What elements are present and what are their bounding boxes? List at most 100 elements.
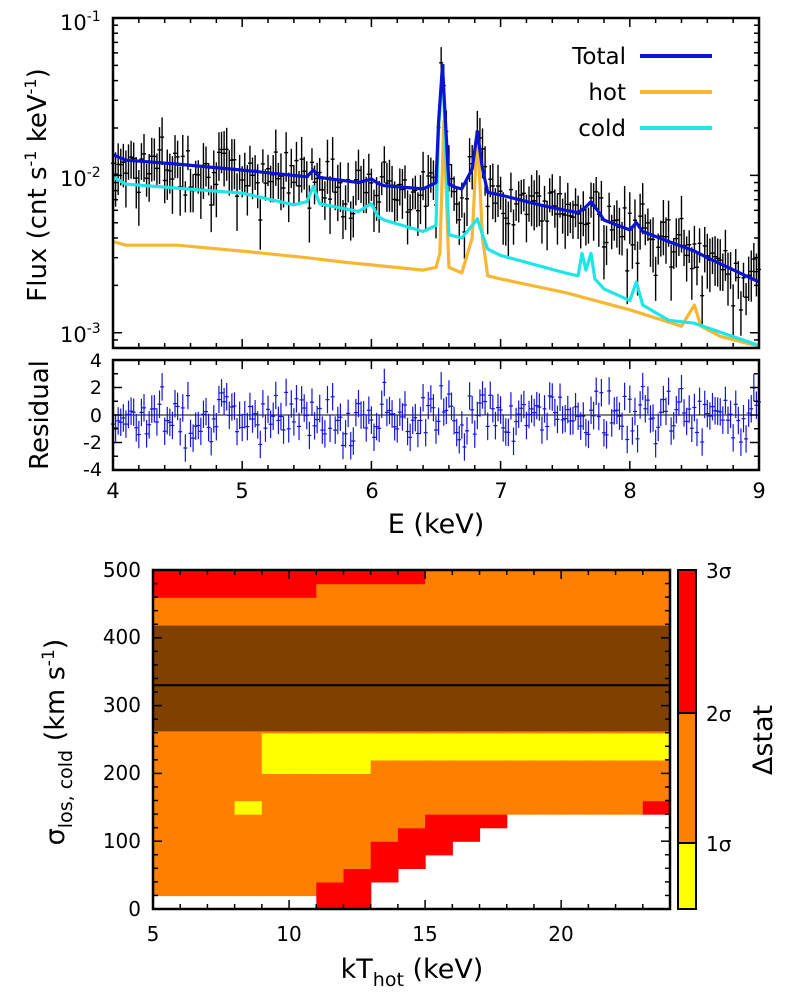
confidence-cell [343,881,372,897]
confidence-cell [153,868,181,883]
confidence-cell [397,759,426,774]
confidence-cell [588,800,617,815]
confidence-cell [615,746,644,761]
confidence-panel: 0 100 200 300 400 500 5 10 15 20 kThot (… [39,558,779,991]
colorbar-level-3 [678,570,696,713]
confidence-cell [588,732,617,747]
confidence-cell [561,787,589,802]
confidence-cell [506,787,535,802]
confidence-cell [506,759,535,774]
confidence-cell [452,773,481,788]
confidence-cell [289,854,317,869]
confidence-cell [370,583,399,598]
confidence-cell [207,814,236,829]
confidence-cell [642,732,671,747]
model-line-total [112,63,760,284]
confidence-cell [506,732,535,747]
confidence-cell [642,570,671,585]
confidence-cell [452,827,481,842]
confidence-cell [452,787,481,802]
confidence-xtick-20: 20 [548,922,573,946]
confidence-cell [452,597,481,612]
confidence-cell [397,597,426,612]
colorbar-label-1sigma: 1σ [706,832,732,856]
confidence-cell [153,597,181,612]
spectrum-legend: Total hot cold [571,44,712,142]
confidence-cell [261,732,290,747]
confidence-cell [343,800,372,815]
confidence-cell [207,868,236,883]
spectrum-panel: 10-1 10-2 10-3 Flux (cnt s-1 keV-1) Tota… [21,9,761,350]
confidence-cell [370,841,399,856]
confidence-cell [533,787,562,802]
confidence-cell [289,787,317,802]
colorbar: 1σ 2σ 3σ Δstat [677,559,779,910]
confidence-cell [153,787,181,802]
confidence-cell [261,841,290,856]
confidence-cell [533,759,562,774]
confidence-cell [207,759,236,774]
confidence-cell [452,732,481,747]
confidence-cell [343,570,372,585]
confidence-cell [180,746,208,761]
confidence-cell [370,773,399,788]
confidence-cell [289,732,317,747]
confidence-cell [261,868,290,883]
xtick-8: 8 [623,479,636,503]
confidence-cell [642,746,671,761]
confidence-cell [615,773,644,788]
confidence-cell [153,746,181,761]
energy-xlabel: E (keV) [388,509,484,540]
confidence-cell [261,800,290,815]
confidence-cell [234,854,263,869]
confidence-cell [289,583,317,598]
residual-panel: 4 2 0 -2 -4 Residual 4 5 6 7 8 9 E (keV) [25,350,766,540]
confidence-cell [452,800,481,815]
confidence-cell [425,583,453,598]
confidence-cell [153,732,181,747]
confidence-cell [370,570,399,585]
confidence-cell [316,746,345,761]
confidence-cell [642,800,671,815]
confidence-ytick-100: 100 [103,829,141,853]
confidence-cell [370,868,399,883]
confidence-cell [261,827,290,842]
confidence-cell [425,827,453,842]
confidence-cell [207,841,236,856]
confidence-cell [370,610,399,625]
confidence-cell [316,827,345,842]
confidence-cell [261,881,290,897]
confidence-cell [289,746,317,761]
confidence-cell [479,570,508,585]
confidence-cell [479,597,508,612]
confidence-cell [397,814,426,829]
confidence-cell [642,759,671,774]
confidence-cell [452,746,481,761]
confidence-cell [615,597,644,612]
confidence-cell [479,583,508,598]
confidence-cell [234,881,263,897]
confidence-cell [207,881,236,897]
confidence-cell [561,597,589,612]
confidence-cell [425,732,453,747]
confidence-cell [234,746,263,761]
confidence-cell [533,773,562,788]
confidence-ticks [152,569,671,910]
confidence-cell [370,597,399,612]
colorbar-level-1 [678,843,696,909]
confidence-cell [316,868,345,883]
residual-ytick-neg4: -4 [83,459,102,481]
confidence-cell [234,610,263,625]
confidence-cell [153,881,181,897]
confidence-ytick-0: 0 [128,897,141,921]
confidence-cell [533,800,562,815]
confidence-cell [261,583,290,598]
confidence-cell [180,800,208,815]
confidence-cell [207,854,236,869]
confidence-cell [234,597,263,612]
confidence-cell [533,746,562,761]
confidence-cell [533,597,562,612]
confidence-cell [615,787,644,802]
confidence-cell [316,814,345,829]
